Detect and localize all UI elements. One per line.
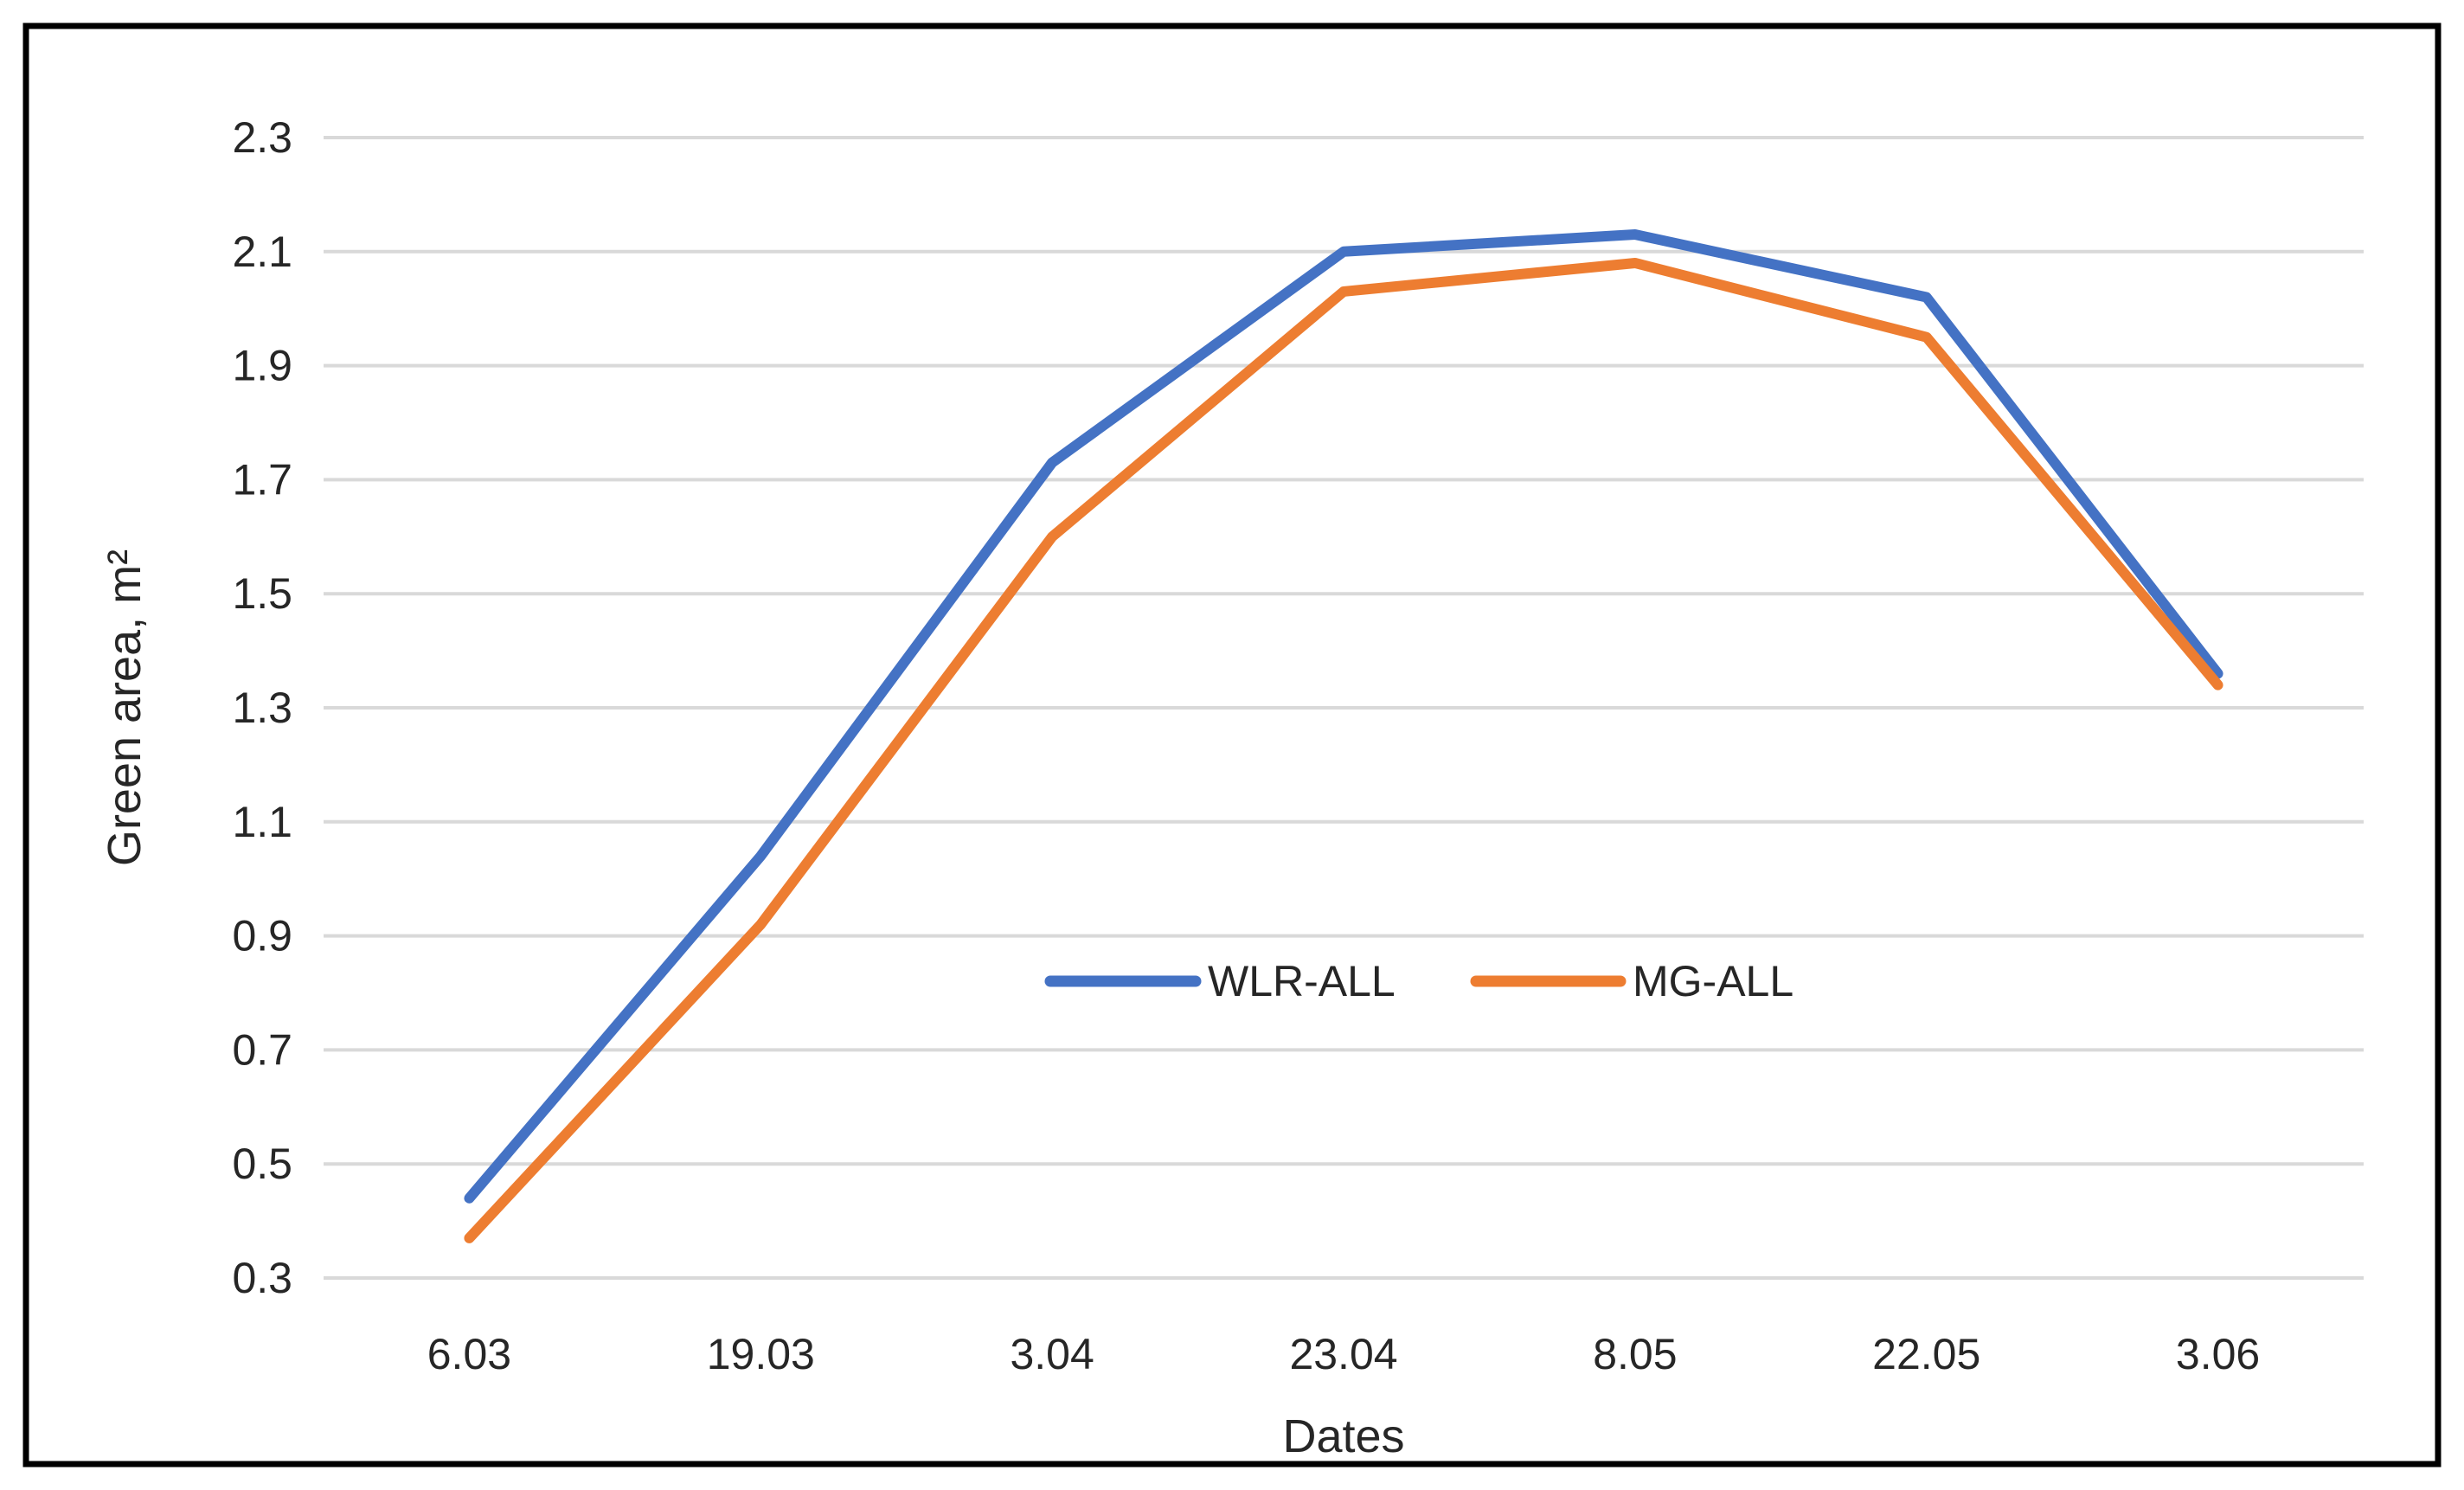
y-tick-label: 1.7: [232, 455, 292, 504]
y-axis-title: Green area, m²: [99, 549, 151, 866]
legend-label: MG-ALL: [1633, 957, 1793, 1005]
x-axis-title: Dates: [1282, 1410, 1404, 1462]
x-tick-label: 3.06: [2176, 1330, 2260, 1378]
y-axis-tick-labels: 0.3 0.5 0.7 0.9 1.1 1.3 1.5 1.7 1.9 2.1 2.3: [232, 113, 292, 1302]
y-tick-label: 1.3: [232, 684, 292, 732]
series-line-wlr-all: [464, 229, 2223, 1204]
x-tick-label: 23.04: [1289, 1330, 1397, 1378]
y-tick-label: 1.5: [232, 569, 292, 618]
y-tick-label: 0.9: [232, 912, 292, 960]
series-line-mg-all: [464, 257, 2223, 1243]
legend-label: WLR-ALL: [1208, 957, 1396, 1005]
legend-item-wlr-all: WLR-ALL: [1044, 957, 1396, 1005]
y-tick-label: 0.7: [232, 1025, 292, 1074]
legend: WLR-ALL MG-ALL: [1044, 957, 1793, 1005]
x-tick-label: 8.05: [1593, 1330, 1677, 1378]
x-tick-label: 22.05: [1872, 1330, 1980, 1378]
x-tick-label: 6.03: [427, 1330, 511, 1378]
x-axis-tick-labels: 6.03 19.03 3.04 23.04 8.05 22.05 3.06: [427, 1330, 2260, 1378]
series-lines: [464, 229, 2223, 1243]
y-tick-label: 2.3: [232, 113, 292, 162]
y-tick-label: 1.1: [232, 798, 292, 846]
y-tick-label: 1.9: [232, 342, 292, 390]
x-tick-label: 19.03: [707, 1330, 815, 1378]
y-tick-label: 0.3: [232, 1254, 292, 1302]
y-tick-label: 0.5: [232, 1140, 292, 1188]
x-tick-label: 3.04: [1010, 1330, 1094, 1378]
figure-border: [22, 22, 2442, 1468]
y-tick-label: 2.1: [232, 228, 292, 276]
gridlines: [324, 136, 2364, 1280]
legend-item-mg-all: MG-ALL: [1470, 957, 1793, 1005]
